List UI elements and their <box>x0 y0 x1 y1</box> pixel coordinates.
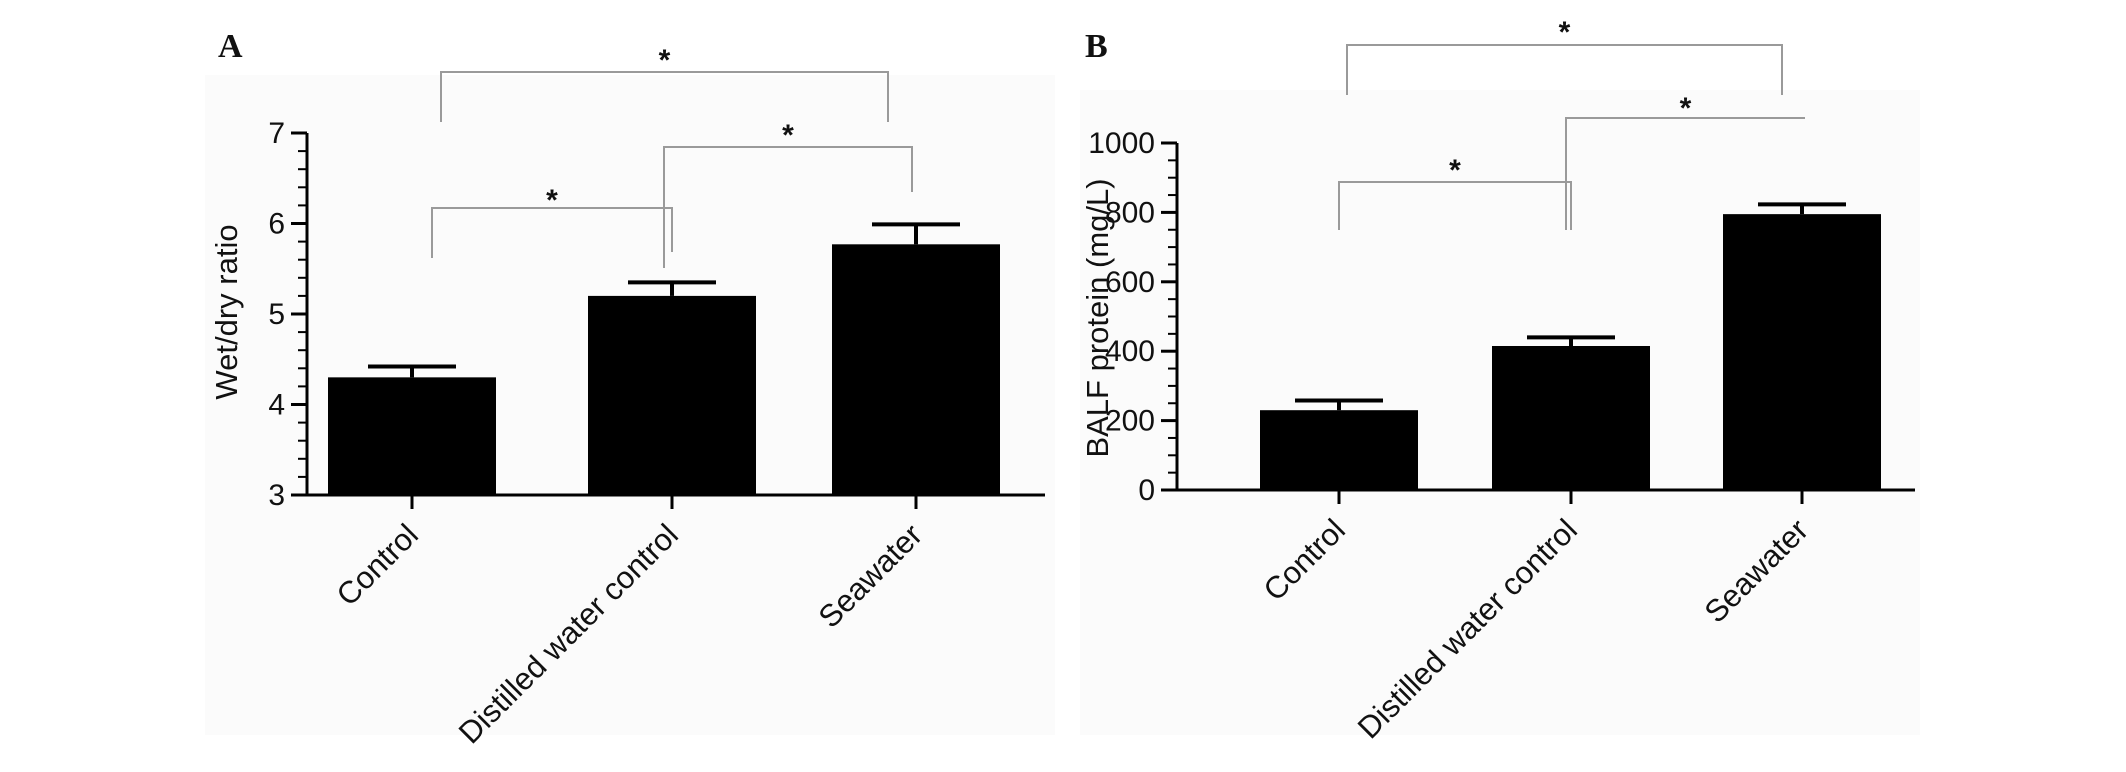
panel-a-significance-bracket <box>431 207 673 258</box>
panel-b-y-tick-label: 0 <box>1138 474 1155 507</box>
panel-b-bar <box>1260 410 1418 490</box>
panel-a-ylabel: Wet/dry ratio <box>209 224 244 399</box>
panel-b-letter: B <box>1085 28 1108 65</box>
panel-b-significance-star: * <box>1559 16 1571 49</box>
panel-b-y-tick-label: 200 <box>1105 405 1155 438</box>
panel-a-y-tick-label: 3 <box>268 479 285 512</box>
panel-a-bar <box>832 244 1000 495</box>
panel-a-significance-star: * <box>782 119 794 152</box>
panel-b-ylabel: BALF protein (mg/L) <box>1080 178 1115 457</box>
panel-a-bar <box>328 377 496 495</box>
panel-a-significance-bracket <box>440 71 889 122</box>
panel-b-significance-bracket <box>1346 44 1783 95</box>
panel-a-bar <box>588 295 756 495</box>
panel-a-y-tick-label: 7 <box>268 117 285 150</box>
panel-b-y-tick-label: 800 <box>1105 196 1155 229</box>
panel-b-y-tick-label: 400 <box>1105 335 1155 368</box>
panel-b-significance-bracket <box>1565 117 1805 230</box>
panel-b-y-tick-label: 1000 <box>1088 127 1155 160</box>
panel-a-y-tick-label: 4 <box>268 389 285 422</box>
panel-a-significance-bracket <box>663 146 913 268</box>
panel-a-y-tick-label: 5 <box>268 298 285 331</box>
panel-b-bar <box>1723 214 1881 490</box>
panel-b-bar <box>1492 345 1650 490</box>
panel-a-y-tick-label: 6 <box>268 208 285 241</box>
panel-b-significance-star: * <box>1680 92 1692 125</box>
panel-b-significance-star: * <box>1449 154 1461 187</box>
panel-a-letter: A <box>218 28 243 65</box>
panel-b-significance-bracket <box>1338 181 1572 230</box>
panel-b-y-tick-label: 600 <box>1105 266 1155 299</box>
panel-a-significance-star: * <box>659 44 671 77</box>
panel-a-significance-star: * <box>546 184 558 217</box>
